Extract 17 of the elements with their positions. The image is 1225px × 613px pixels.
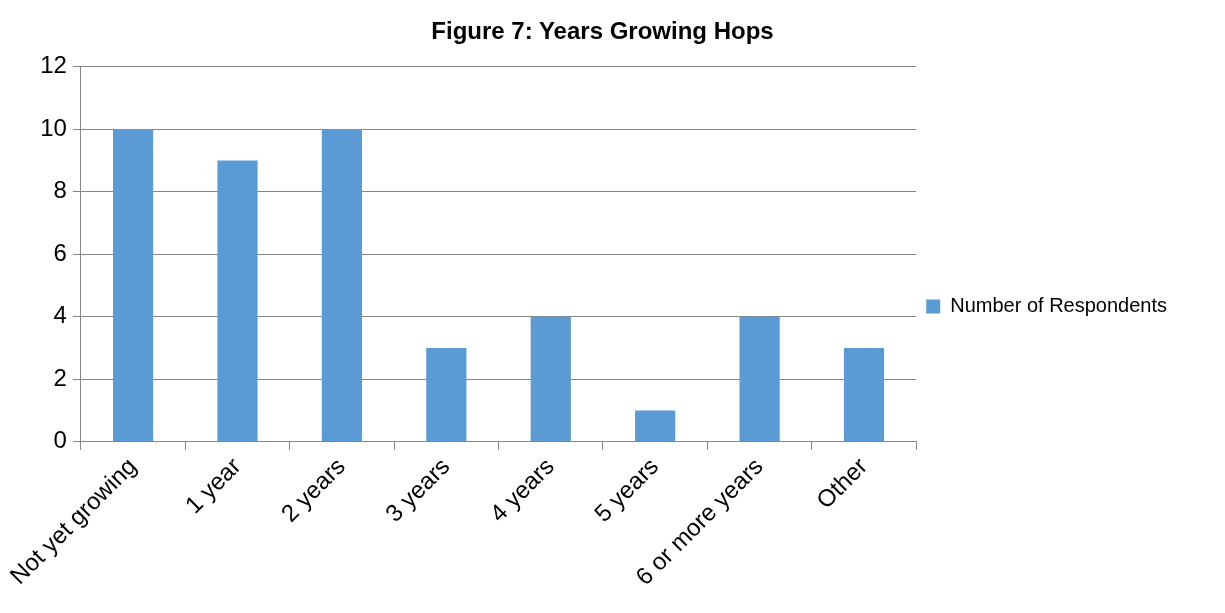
bar	[739, 316, 780, 442]
bar	[843, 348, 885, 442]
bar	[635, 410, 676, 442]
y-tick-label: 12	[40, 51, 67, 79]
bar	[112, 129, 154, 442]
y-tick-label: 6	[53, 238, 67, 266]
y-tick-label: 4	[53, 301, 67, 329]
chart-title: Figure 7: Years Growing Hops	[431, 17, 774, 45]
y-tick-label: 0	[53, 426, 67, 454]
y-tick-label: 10	[40, 113, 67, 141]
legend-label: Number of Respondents	[950, 294, 1168, 317]
bar	[426, 348, 467, 442]
bar	[530, 316, 571, 442]
y-tick-label: 2	[53, 363, 67, 391]
bar	[217, 160, 258, 442]
bar	[321, 129, 363, 442]
y-tick-label: 8	[53, 176, 67, 204]
